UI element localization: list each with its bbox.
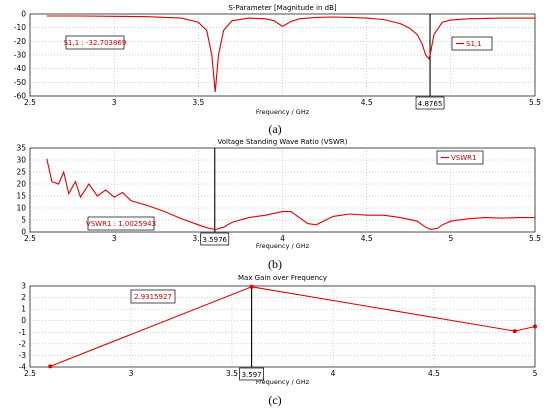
y-tick-label: 35	[16, 144, 26, 153]
marker-value-box	[87, 216, 155, 231]
series-line	[49, 286, 536, 367]
chart-title: Voltage Standing Wave Ratio (VSWR)	[217, 138, 347, 146]
y-tick-label: -20	[14, 37, 26, 46]
y-tick-label: 30	[16, 156, 26, 165]
x-tick-label: 4.5	[428, 369, 440, 378]
chart-title: S-Parameter [Magnitude in dB]	[228, 4, 337, 12]
plot-frame	[29, 285, 536, 368]
s-parameter-panel: 2.5 3 3.5 4.5 5.5 0 -10 -20 -30 -40 -50 -60 S-Parame…	[14, 4, 541, 116]
marker-x-box	[415, 96, 445, 110]
x-tick-label: 3	[112, 98, 117, 107]
y-tick-label: 0	[21, 228, 26, 237]
y-tick-label: -3	[19, 351, 27, 360]
caption-a: (a)	[268, 122, 281, 136]
max-gain-panel: 2.5 3 3.5 4 4.5 5 3 2 1 0 -1 -2 -3 -4 Max Gain over Fr…	[19, 274, 538, 386]
y-tick-label: -2	[19, 339, 27, 348]
x-tick-label: 3	[129, 369, 134, 378]
y-tick-label: 1	[21, 305, 26, 314]
marker-x-label: 3.5976	[203, 236, 228, 244]
data-point	[533, 324, 537, 329]
y-tick-label: 5	[21, 216, 26, 225]
x-tick-label: 3.5	[192, 234, 204, 243]
chart-title: Max Gain over Frequency	[238, 274, 327, 282]
x-tick-label: 3.5	[226, 369, 238, 378]
marker-value-label: VSWR1 : 1.0025943	[86, 220, 156, 228]
marker-value-label: 2.9315927	[134, 293, 172, 301]
x-tick-label: 4	[280, 234, 285, 243]
x-tick-label: 3	[112, 234, 117, 243]
marker-value-box	[65, 35, 125, 50]
x-tick-label: 5.5	[529, 98, 541, 107]
marker-x-label: 3.597	[242, 371, 262, 379]
x-tick-label: 5	[448, 234, 453, 243]
x-tick-label: 4.5	[361, 234, 373, 243]
vswr-panel: 2.5 3 3.5 4 4.5 5 5.5 0 5 10 15 20 25 30 35 Voltage Sta…	[16, 138, 541, 250]
marker-value-label: S1,1 : -32.703869	[64, 39, 127, 47]
series-line	[46, 15, 535, 92]
x-tick-label: 3.5	[192, 98, 204, 107]
y-tick-label: 3	[21, 282, 26, 291]
x-tick-label: 2.5	[24, 369, 36, 378]
y-tick-label: 15	[16, 192, 26, 201]
legend-box	[436, 150, 484, 165]
data-point	[512, 329, 517, 334]
x-axis-label: Frequency / GHz	[256, 378, 310, 386]
y-tick-label: -30	[14, 51, 26, 60]
y-tick-label: 25	[16, 168, 26, 177]
y-tick-label: -10	[14, 23, 26, 32]
x-tick-label: 5.5	[529, 234, 541, 243]
y-tick-label: 0	[21, 10, 26, 19]
legend-box	[451, 36, 493, 51]
data-point	[48, 364, 53, 369]
x-tick-label: 4.5	[361, 98, 373, 107]
marker-value-box	[130, 289, 176, 304]
legend-label: S1,1	[466, 40, 482, 48]
x-tick-label: 4	[331, 369, 336, 378]
legend-label: VSWR1	[451, 154, 476, 162]
series-line	[46, 158, 535, 231]
data-point	[249, 284, 254, 289]
y-tick-label: -4	[19, 363, 27, 372]
y-tick-label: 2	[21, 293, 26, 302]
x-axis-label: Frequency / GHz	[256, 108, 310, 116]
x-tick-label: 2.5	[24, 234, 36, 243]
y-tick-label: 0	[21, 316, 26, 325]
marker-x-box	[200, 232, 230, 246]
y-tick-label: -60	[14, 92, 26, 101]
x-axis-label: Frequency / GHz	[256, 242, 310, 250]
marker-x-label: 4.8765	[418, 100, 443, 108]
caption-c: (c)	[268, 393, 281, 407]
y-tick-label: 10	[16, 204, 26, 213]
marker-x-box	[239, 367, 264, 381]
y-tick-label: -1	[19, 328, 27, 337]
x-tick-label: 5	[533, 369, 538, 378]
y-tick-label: -40	[14, 64, 26, 73]
y-tick-label: 20	[16, 180, 26, 189]
caption-b: (b)	[268, 257, 282, 271]
y-tick-label: -50	[14, 78, 26, 87]
x-tick-label: 2.5	[24, 98, 36, 107]
